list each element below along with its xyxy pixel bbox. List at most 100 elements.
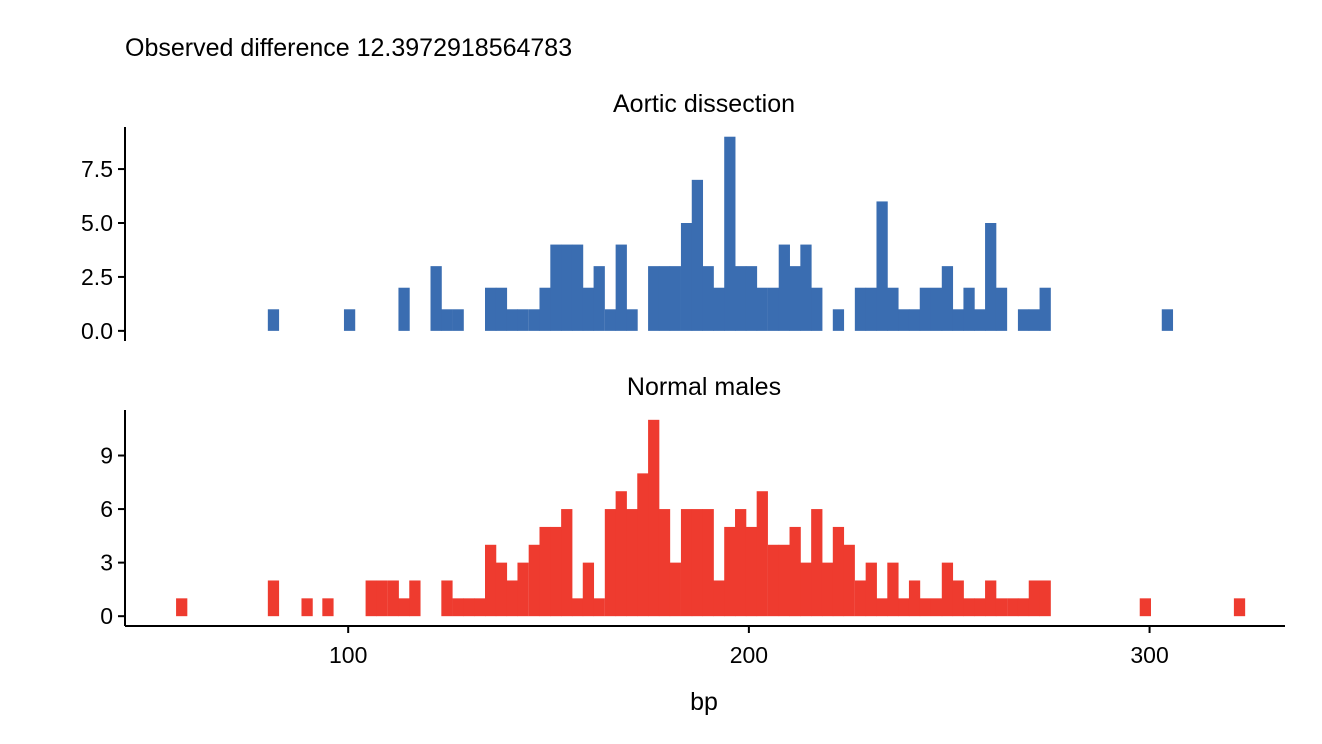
x-axis-title: bp [690,688,718,716]
bar-normal-males [767,544,780,617]
y-tick-label-aortic-dissection: 5.0 [81,210,113,236]
bar-normal-males [745,526,758,617]
bar-aortic-dissection [778,244,790,331]
chart-title: Observed difference 12.3972918564783 [125,34,572,62]
bar-aortic-dissection [658,266,671,331]
bar-aortic-dissection [485,287,497,331]
bar-aortic-dissection [604,309,617,331]
bar-normal-males [267,580,280,617]
bar-normal-males [724,526,736,617]
bar-aortic-dissection [648,266,660,331]
bar-aortic-dissection [561,244,573,331]
bar-aortic-dissection [1028,309,1040,331]
y-tick-label-normal-males: 0 [100,603,113,629]
bar-aortic-dissection [952,309,964,331]
bar-normal-males [735,509,747,617]
bar-normal-males [626,509,638,617]
bar-normal-males [561,509,573,617]
bar-normal-males [376,580,388,617]
bar-normal-males [919,598,932,617]
bar-normal-males [463,598,475,617]
bar-aortic-dissection [517,309,529,331]
bar-aortic-dissection [495,287,508,331]
bar-normal-males [582,562,595,617]
bar-aortic-dissection [343,309,356,331]
bar-aortic-dissection [550,244,562,331]
bar-normal-males [1017,598,1030,617]
bar-normal-males [691,509,704,617]
bar-normal-males [854,580,867,617]
bar-normal-males [876,598,888,617]
bar-aortic-dissection [452,309,464,331]
bar-normal-males [680,509,693,617]
bar-aortic-dissection [702,266,714,331]
bar-normal-males [1028,580,1040,617]
bar-normal-males [843,544,855,617]
bar-aortic-dissection [506,309,518,331]
bar-aortic-dissection [713,287,725,331]
bar-aortic-dissection [876,201,888,331]
bar-aortic-dissection [691,179,704,331]
bar-aortic-dissection [539,287,551,331]
bar-normal-males [604,509,617,617]
bar-normal-males [800,562,812,617]
bar-normal-males [821,562,834,617]
bar-aortic-dissection [735,266,747,331]
bar-normal-males [930,598,943,617]
bar-aortic-dissection [528,309,540,331]
bar-aortic-dissection [615,244,627,331]
bar-normal-males [1039,580,1051,617]
bar-normal-males [441,580,453,617]
bar-aortic-dissection [811,287,823,331]
bar-normal-males [176,598,188,617]
x-axis: 100 200 300 [125,625,1285,668]
bar-normal-males [995,598,1008,617]
bar-aortic-dissection [441,309,453,331]
bar-aortic-dissection [430,266,442,331]
bar-normal-males [517,562,529,617]
bar-normal-males [963,598,975,617]
bar-aortic-dissection [724,136,736,331]
bar-aortic-dissection [593,266,605,331]
facet-title-aortic-dissection: Aortic dissection [613,90,795,118]
bar-normal-males [811,509,823,617]
bar-normal-males [495,562,508,617]
bar-normal-males [1007,598,1019,617]
bar-aortic-dissection [854,287,867,331]
bar-aortic-dissection [582,287,595,331]
bar-normal-males [887,562,899,617]
bar-normal-males [658,509,671,617]
bar-aortic-dissection [398,287,410,331]
bar-aortic-dissection [930,287,943,331]
bar-normal-males [637,473,649,617]
bar-normal-males [322,598,334,617]
bar-normal-males [702,509,714,617]
bar-normal-males [409,580,421,617]
bar-normal-males [593,598,605,617]
y-tick-label-normal-males: 6 [100,496,113,522]
bar-aortic-dissection [680,223,693,331]
bar-normal-males [387,580,399,617]
bar-aortic-dissection [887,287,899,331]
bar-aortic-dissection [908,309,921,331]
bar-aortic-dissection [800,244,812,331]
bar-aortic-dissection [1161,309,1174,331]
bar-normal-males [974,598,986,617]
bar-normal-males [648,419,660,617]
x-tick-label: 300 [1130,642,1168,668]
bar-normal-males [615,491,627,617]
panel-aortic-dissection: 0.0 2.5 5.0 7.5 [81,127,1174,344]
bar-normal-males [506,580,518,617]
bar-aortic-dissection [626,309,638,331]
bar-normal-males [398,598,410,617]
bar-aortic-dissection [745,266,758,331]
bar-aortic-dissection [919,287,932,331]
bar-normal-males [898,598,910,617]
bar-aortic-dissection [669,266,681,331]
bar-aortic-dissection [756,287,768,331]
bar-aortic-dissection [767,287,780,331]
bar-normal-males [941,562,954,617]
bar-aortic-dissection [865,287,877,331]
x-tick-label: 200 [730,642,768,668]
